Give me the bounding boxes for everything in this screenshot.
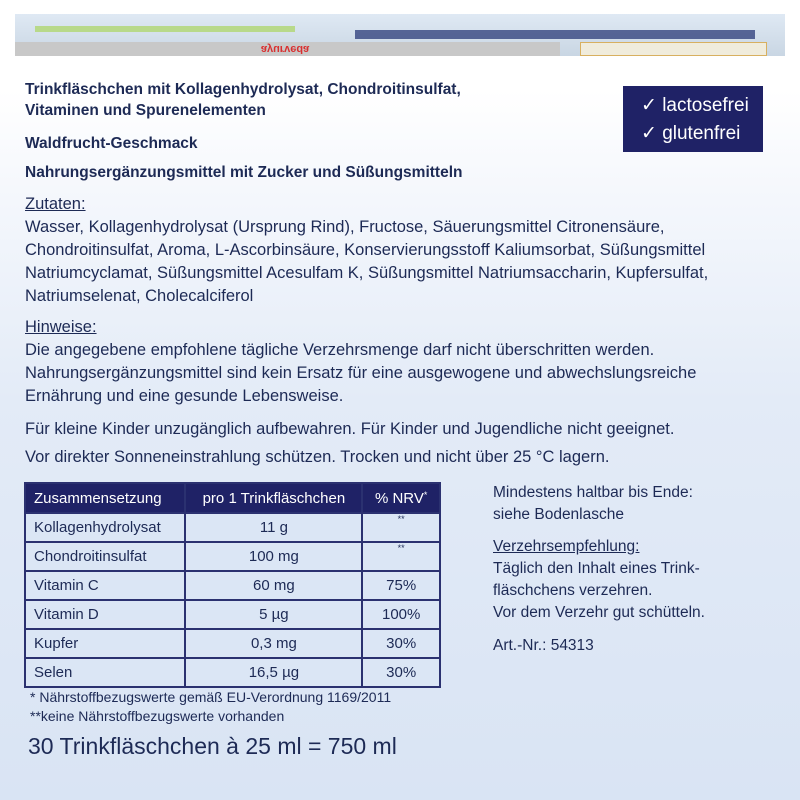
flap-band bbox=[15, 42, 560, 56]
children-warning: Für kleine Kinder unzugänglich aufbewahr… bbox=[25, 420, 675, 438]
notes-line: Ernährung und eine gesunde Lebensweise. bbox=[25, 387, 344, 405]
badge-item: ✓ lactosefrei bbox=[641, 95, 749, 116]
amount: 0,3 mg bbox=[184, 628, 364, 659]
ingredients-line: Natriumselenat, Cholecalciferol bbox=[25, 287, 254, 305]
ingredients-label: Zutaten: bbox=[25, 195, 86, 213]
nrv: 100% bbox=[361, 599, 441, 630]
flap-logo bbox=[580, 42, 767, 56]
notes-line: Nahrungsergänzungsmittel sind kein Ersat… bbox=[25, 364, 697, 382]
amount: 60 mg bbox=[184, 570, 364, 601]
check-icon: ✓ bbox=[641, 95, 657, 116]
ingredients-line: Wasser, Kollagenhydrolysat (Ursprung Rin… bbox=[25, 218, 665, 236]
nrv: 30% bbox=[361, 628, 441, 659]
table-row: Selen 16,5 µg 30% bbox=[23, 657, 441, 688]
notes-label: Hinweise: bbox=[25, 318, 97, 336]
best-before: siehe Bodenlasche bbox=[493, 506, 624, 523]
heading-line2: Vitaminen und Spurenelementen bbox=[25, 102, 266, 119]
flap-stripe bbox=[35, 26, 295, 32]
heading-line1: Trinkfläschchen mit Kollagenhydrolysat, … bbox=[25, 81, 461, 98]
table-row: Kollagenhydrolysat 11 g ** bbox=[23, 512, 441, 543]
article-number: Art.-Nr.: 54313 bbox=[493, 637, 594, 654]
amount: 11 g bbox=[184, 512, 364, 543]
amount: 16,5 µg bbox=[184, 657, 364, 688]
col-header: % NRV* bbox=[361, 482, 441, 514]
flap-title-mirrored bbox=[355, 30, 755, 39]
nutrient-name: Vitamin D bbox=[23, 599, 187, 630]
nutrient-name: Vitamin C bbox=[23, 570, 187, 601]
ingredients-line: Natriumcyclamat, Süßungsmittel Acesulfam… bbox=[25, 264, 709, 282]
free-from-badge: ✓ lactosefrei ✓ glutenfrei bbox=[623, 86, 763, 152]
nutrient-name: Selen bbox=[23, 657, 187, 688]
quantity: 30 Trinkfläschchen à 25 ml = 750 ml bbox=[28, 733, 397, 759]
flap-brand-mirrored: ayurveda bbox=[260, 43, 310, 55]
amount: 5 µg bbox=[184, 599, 364, 630]
top-flap: ayurveda bbox=[15, 14, 785, 56]
storage-note: Vor direkter Sonneneinstrahlung schützen… bbox=[25, 448, 610, 466]
check-icon: ✓ bbox=[641, 123, 657, 144]
nutrition-table: Zusammensetzung pro 1 Trinkfläschchen % … bbox=[23, 482, 441, 688]
col-header: pro 1 Trinkfläschchen bbox=[184, 482, 364, 514]
table-row: Vitamin C 60 mg 75% bbox=[23, 570, 441, 601]
best-before: Mindestens haltbar bis Ende: bbox=[493, 484, 693, 501]
footnote: **keine Nährstoffbezugswerte vorhanden bbox=[30, 708, 285, 724]
nrv: ** bbox=[361, 512, 441, 543]
col-header: Zusammensetzung bbox=[23, 482, 187, 514]
usage-line: fläschchens verzehren. bbox=[493, 582, 653, 599]
usage-label: Verzehrsempfehlung: bbox=[493, 538, 640, 555]
notes-line: Die angegebene empfohlene tägliche Verze… bbox=[25, 341, 655, 359]
table-row: Chondroitinsulfat 100 mg ** bbox=[23, 541, 441, 572]
nutrient-name: Chondroitinsulfat bbox=[23, 541, 187, 572]
box-edge bbox=[0, 56, 800, 86]
ingredients-line: Chondroitinsulfat, Aroma, L-Ascorbinsäur… bbox=[25, 241, 706, 259]
nutrient-name: Kollagenhydrolysat bbox=[23, 512, 187, 543]
amount: 100 mg bbox=[184, 541, 364, 572]
category: Nahrungsergänzungsmittel mit Zucker und … bbox=[25, 164, 463, 181]
nrv: ** bbox=[361, 541, 441, 572]
usage-line: Täglich den Inhalt eines Trink- bbox=[493, 560, 700, 577]
table-header: Zusammensetzung pro 1 Trinkfläschchen % … bbox=[23, 482, 441, 514]
usage-line: Vor dem Verzehr gut schütteln. bbox=[493, 604, 705, 621]
table-row: Kupfer 0,3 mg 30% bbox=[23, 628, 441, 659]
nutrient-name: Kupfer bbox=[23, 628, 187, 659]
footnote: * Nährstoffbezugswerte gemäß EU-Verordnu… bbox=[30, 689, 392, 705]
badge-item: ✓ glutenfrei bbox=[641, 123, 741, 144]
flavor: Waldfrucht-Geschmack bbox=[25, 135, 198, 152]
nrv: 30% bbox=[361, 657, 441, 688]
nrv: 75% bbox=[361, 570, 441, 601]
